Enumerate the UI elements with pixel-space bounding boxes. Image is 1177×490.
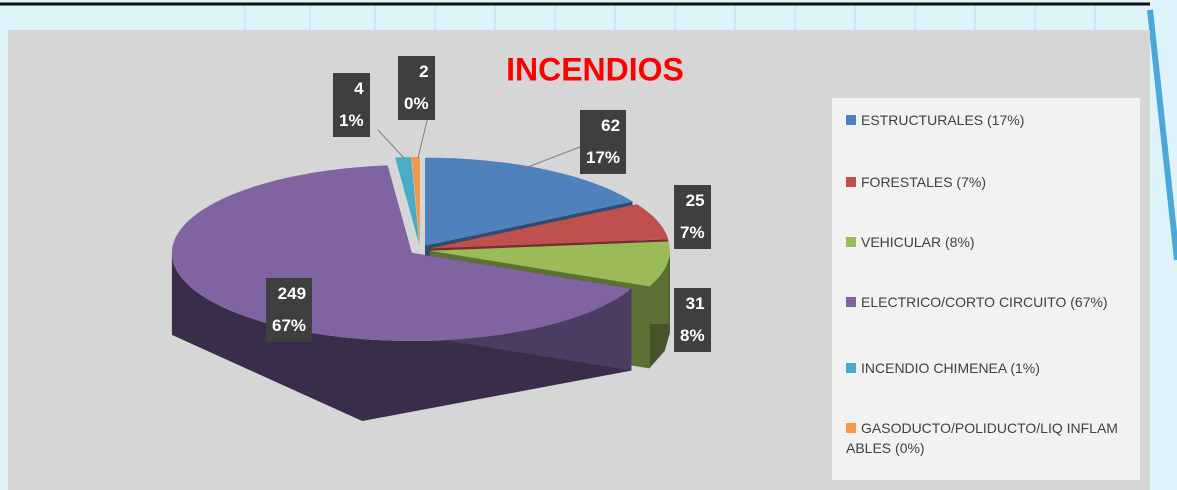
legend-label: INCENDIO CHIMENEA (1%) <box>861 360 1040 376</box>
legend-entry: INCENDIO CHIMENEA (1%) <box>846 358 1131 378</box>
slice <box>424 157 633 246</box>
data-label: 62 17% <box>580 110 627 174</box>
legend-label: FORESTALES (7%) <box>861 174 986 190</box>
data-label: 4 1% <box>333 73 370 137</box>
legend-swatch <box>846 423 856 433</box>
legend-entry: VEHICULAR (8%) <box>846 232 1131 252</box>
data-label: 31 8% <box>674 288 711 352</box>
slice <box>395 157 420 246</box>
legend-box <box>832 98 1140 480</box>
legend-swatch <box>846 363 856 373</box>
slice <box>429 241 670 287</box>
data-label: 249 67% <box>266 278 313 342</box>
legend-swatch <box>846 237 856 247</box>
data-label: 25 7% <box>674 185 711 249</box>
slice <box>429 204 669 249</box>
legend-entry: GASODUCTO/POLIDUCTO/LIQ INFLAM ABLES (0%… <box>846 418 1131 458</box>
legend-label: VEHICULAR (8%) <box>861 234 975 250</box>
legend-entry: ESTRUCTURALES (17%) <box>846 110 1131 130</box>
leader-line <box>377 129 405 159</box>
legend-label: GASODUCTO/POLIDUCTO/LIQ INFLAM ABLES (0%… <box>846 420 1118 456</box>
legend-swatch <box>846 115 856 125</box>
legend-swatch <box>846 177 856 187</box>
legend-entry: FORESTALES (7%) <box>846 172 1131 192</box>
chart-title: INCENDIOS <box>506 51 684 87</box>
table-grid <box>244 5 1096 30</box>
legend-label: ESTRUCTURALES (17%) <box>861 112 1025 128</box>
legend-swatch <box>846 297 856 307</box>
legend-entry: ELECTRICO/CORTO CIRCUITO (67%) <box>846 292 1131 312</box>
legend-label: ELECTRICO/CORTO CIRCUITO (67%) <box>861 294 1108 310</box>
decoration <box>1147 9 1177 261</box>
slice-side <box>171 252 632 421</box>
slice <box>411 157 420 246</box>
data-label: 2 0% <box>398 56 435 120</box>
